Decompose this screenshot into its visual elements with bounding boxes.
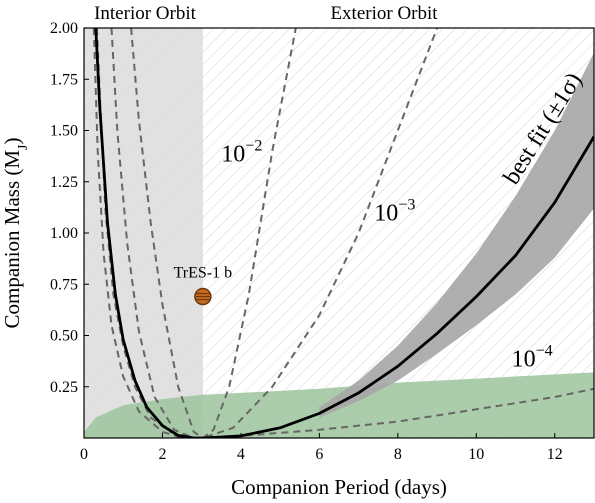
- y-tick-label-4: 1.25: [50, 174, 78, 191]
- contour-label-2: 10−3: [374, 197, 415, 227]
- y-axis-label: Companion Mass (MJ): [0, 138, 31, 329]
- axis-ticks: 0 2 4 6 8 10 12 0.25 0.50 0.75 1.00 1.25 1.50 1.75 2.0…: [50, 20, 563, 463]
- best-fit-band: [319, 52, 594, 418]
- x-tick-label-3: 6: [315, 446, 323, 463]
- contour-label-3: 10−4: [512, 342, 553, 372]
- planet-label: TrES-1 b: [174, 265, 233, 282]
- plot-area: [84, 28, 594, 438]
- x-tick-label-2: 4: [237, 446, 245, 463]
- contour-label-1: 10−2: [221, 137, 262, 167]
- y-tick-label-5: 1.50: [50, 123, 78, 140]
- x-tick-label-4: 8: [394, 446, 402, 463]
- interior-orbit-region: [84, 28, 203, 438]
- exterior-orbit-label: Exterior Orbit: [330, 3, 438, 24]
- dashed-curve-2: [110, 28, 439, 438]
- y-tick-label-6: 1.75: [50, 71, 78, 88]
- y-tick-label-2: 0.75: [50, 276, 78, 293]
- y-tick-label-1: 0.50: [50, 328, 78, 345]
- y-tick-label-7: 2.00: [50, 20, 78, 37]
- x-tick-label-6: 12: [547, 446, 563, 463]
- y-tick-label-0: 0.25: [50, 379, 78, 396]
- x-tick-label-1: 2: [158, 446, 166, 463]
- x-axis-label: Companion Period (days): [231, 475, 447, 499]
- x-tick-label-0: 0: [80, 446, 88, 463]
- y-tick-label-3: 1.00: [50, 225, 78, 242]
- x-tick-label-5: 10: [468, 446, 484, 463]
- best-fit-line: [94, 28, 594, 438]
- interior-orbit-label: Interior Orbit: [94, 3, 197, 24]
- dashed-curve-3: [92, 28, 594, 438]
